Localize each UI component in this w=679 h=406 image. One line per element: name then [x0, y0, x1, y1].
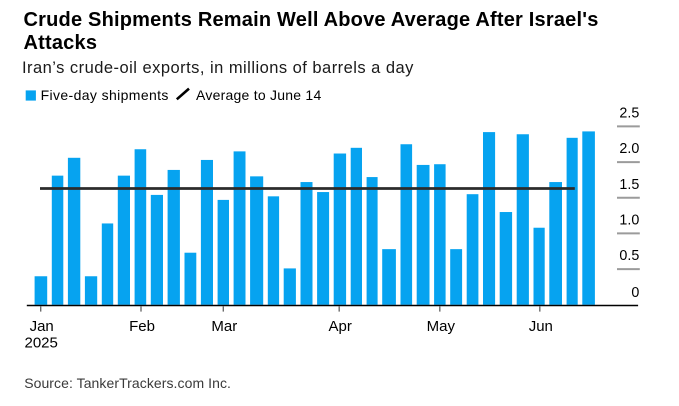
svg-text:Jan: Jan [30, 318, 54, 335]
svg-text:2.0: 2.0 [619, 141, 639, 157]
svg-text:2.5: 2.5 [619, 105, 639, 121]
svg-text:Apr: Apr [329, 318, 352, 335]
svg-text:May: May [427, 318, 456, 335]
svg-text:Mar: Mar [211, 318, 237, 335]
svg-text:1.5: 1.5 [619, 177, 639, 193]
svg-text:0.5: 0.5 [619, 248, 639, 264]
svg-text:Jun: Jun [529, 318, 553, 335]
svg-text:2025: 2025 [25, 334, 58, 351]
svg-text:Feb: Feb [129, 318, 155, 335]
svg-text:1.0: 1.0 [619, 212, 639, 228]
svg-text:0: 0 [631, 285, 639, 301]
